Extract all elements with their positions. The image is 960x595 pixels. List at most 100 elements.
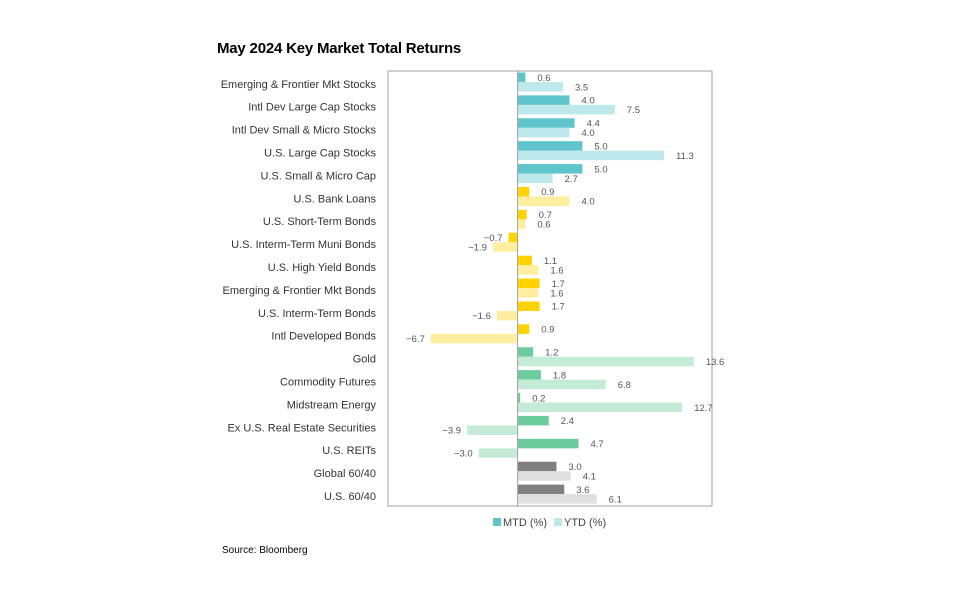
category-label: Gold [353, 354, 376, 366]
ytd-value-label: −6.7 [406, 334, 425, 345]
plot-frame [387, 70, 713, 507]
ytd-bar [517, 196, 570, 206]
ytd-value-label: 13.6 [706, 357, 725, 368]
ytd-value-label: −1.9 [468, 243, 487, 254]
category-label: Intl Dev Small & Micro Stocks [232, 125, 377, 137]
ytd-value-label: −1.6 [472, 311, 491, 322]
ytd-bar [478, 448, 518, 458]
mtd-bar [517, 95, 570, 105]
category-label: U.S. Small & Micro Cap [260, 170, 376, 182]
mtd-value-label: 0.2 [532, 393, 545, 404]
mtd-value-label: 0.9 [541, 325, 554, 336]
legend-label-mtd: MTD (%) [503, 517, 547, 529]
ytd-bar [517, 127, 570, 138]
mtd-bar [517, 141, 583, 151]
category-label: Intl Dev Large Cap Stocks [248, 102, 376, 114]
ytd-bar [467, 425, 518, 435]
mtd-value-label: 1.7 [552, 279, 565, 290]
mtd-value-label: 0.6 [537, 73, 550, 84]
mtd-value-label: 0.9 [541, 187, 554, 198]
ytd-value-label: 11.3 [676, 151, 694, 162]
mtd-value-label: 3.6 [576, 485, 589, 496]
mtd-bar [517, 301, 540, 311]
category-label: U.S. REITs [322, 445, 376, 457]
category-label: U.S. Bank Loans [293, 193, 376, 205]
ytd-value-label: 6.8 [618, 380, 631, 391]
ytd-bar [517, 219, 526, 229]
category-label: Emerging & Frontier Mkt Bonds [223, 285, 377, 297]
source-note: Source: Bloomberg [222, 545, 308, 556]
mtd-value-label: 5.0 [594, 141, 607, 152]
mtd-bar [517, 415, 549, 426]
mtd-value-label: 5.0 [594, 164, 607, 175]
mtd-bar [517, 484, 565, 495]
ytd-bar [517, 379, 606, 390]
category-label: U.S. Interm-Term Muni Bonds [231, 239, 376, 251]
mtd-bar [517, 393, 521, 403]
category-label: Commodity Futures [280, 376, 376, 388]
mtd-value-label: 1.1 [544, 256, 557, 267]
ytd-bar [517, 82, 563, 92]
ytd-bar [492, 242, 518, 252]
mtd-bar [517, 324, 530, 334]
mtd-bar [517, 72, 526, 82]
category-label: U.S. 60/40 [324, 491, 376, 503]
legend-swatch-mtd [493, 518, 501, 526]
ytd-value-label: 4.1 [583, 471, 596, 482]
ytd-value-label: 1.6 [550, 265, 563, 276]
category-label: Emerging & Frontier Mkt Stocks [221, 79, 377, 91]
ytd-value-label: −3.9 [442, 426, 461, 437]
ytd-value-label: 6.1 [609, 494, 622, 505]
ytd-value-label: 4.0 [581, 197, 594, 208]
mtd-value-label: 1.8 [553, 370, 566, 381]
mtd-value-label: 4.7 [591, 439, 604, 450]
category-label: U.S. High Yield Bonds [268, 262, 377, 274]
category-label: U.S. Large Cap Stocks [264, 148, 376, 160]
ytd-value-label: 12.7 [694, 403, 713, 414]
ytd-bar [517, 288, 539, 298]
ytd-value-label: 1.6 [550, 288, 563, 299]
mtd-value-label: 2.4 [561, 416, 574, 427]
ytd-bar [517, 494, 597, 504]
ytd-value-label: 3.5 [575, 82, 588, 93]
mtd-value-label: −0.7 [484, 233, 503, 244]
mtd-bar [517, 118, 575, 128]
ytd-value-label: 7.5 [627, 105, 640, 116]
legend-label-ytd: YTD (%) [564, 517, 606, 529]
mtd-value-label: 1.2 [545, 348, 558, 359]
mtd-bar [517, 209, 527, 220]
ytd-bar [517, 265, 539, 275]
chart-title: May 2024 Key Market Total Returns [217, 40, 462, 57]
ytd-bar [430, 333, 518, 344]
category-label: Global 60/40 [314, 468, 376, 480]
mtd-bar [517, 370, 541, 380]
ytd-value-label: 2.7 [565, 174, 578, 185]
category-label: Ex U.S. Real Estate Securities [227, 422, 376, 434]
mtd-bar [517, 255, 532, 266]
mtd-value-label: 3.0 [568, 462, 581, 473]
mtd-value-label: 4.4 [587, 119, 600, 130]
mtd-value-label: 1.7 [552, 302, 565, 313]
category-label: U.S. Short-Term Bonds [263, 216, 377, 228]
ytd-bar [517, 356, 694, 367]
ytd-value-label: 0.6 [537, 220, 550, 231]
mtd-bar [517, 186, 530, 197]
ytd-bar [517, 150, 665, 161]
mtd-bar [517, 347, 534, 357]
ytd-value-label: 4.0 [581, 128, 594, 139]
ytd-bar [496, 310, 518, 321]
mtd-bar [508, 232, 518, 243]
mtd-bar [517, 438, 579, 449]
category-label: Midstream Energy [287, 399, 377, 411]
mtd-bar [517, 278, 540, 289]
category-label: U.S. Interm-Term Bonds [258, 308, 376, 320]
mtd-value-label: 4.0 [581, 96, 594, 107]
ytd-bar [517, 402, 683, 413]
ytd-value-label: −3.0 [454, 449, 473, 460]
ytd-bar [517, 173, 553, 184]
ytd-bar [517, 471, 571, 481]
mtd-value-label: 0.7 [539, 210, 552, 221]
mtd-bar [517, 164, 583, 174]
mtd-bar [517, 461, 557, 472]
